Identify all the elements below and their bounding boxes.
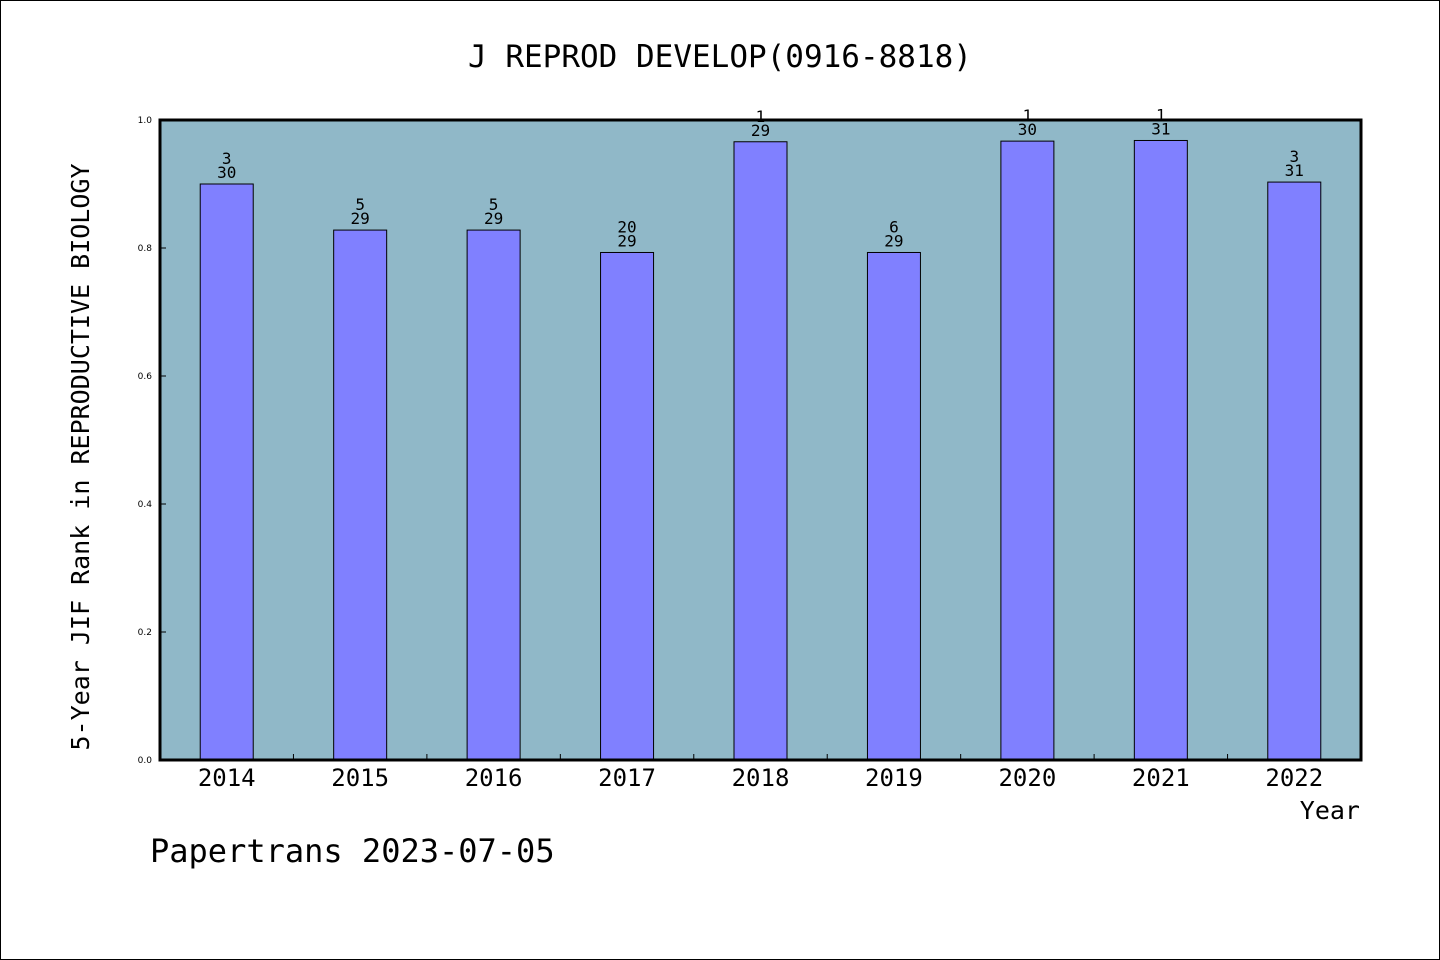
rank-label-2020: 1 (1023, 106, 1033, 125)
total-label-2017: 29 (617, 231, 636, 250)
x-tick-label-2020: 2020 (998, 764, 1056, 792)
x-tick-label-2015: 2015 (331, 764, 389, 792)
x-tick-label-2016: 2016 (465, 764, 523, 792)
total-label-2020: 30 (1018, 120, 1037, 139)
x-tick-label-2021: 2021 (1132, 764, 1190, 792)
y-tick-label: 0.0 (138, 756, 153, 766)
bar-2015 (333, 229, 388, 761)
rank-label-2015: 5 (355, 195, 365, 214)
bar-2020 (1000, 140, 1055, 761)
rank-label-2016: 5 (489, 195, 499, 214)
bar-2017 (600, 251, 655, 761)
y-tick-label: 0.4 (138, 500, 153, 510)
x-tick-label-2018: 2018 (732, 764, 790, 792)
bar-2022 (1267, 181, 1322, 761)
x-tick-label-2017: 2017 (598, 764, 656, 792)
total-label-2018: 29 (751, 121, 770, 140)
y-axis-label: 5-Year JIF Rank in REPRODUCTIVE BIOLOGY (66, 164, 95, 751)
rank-label-2019: 6 (889, 217, 899, 236)
x-tick-label-2019: 2019 (865, 764, 923, 792)
total-label-2022: 31 (1285, 161, 1304, 180)
total-label-2021: 31 (1151, 119, 1170, 138)
total-label-2019: 29 (884, 231, 903, 250)
rank-label-2018: 1 (756, 107, 766, 126)
rank-label-2021: 1 (1156, 105, 1166, 124)
x-axis-ticks: 2014 2015 2016 2017 2018 2019 2020 2021 2022 (198, 754, 1323, 792)
rank-label-2014: 3 (222, 149, 232, 168)
total-label-2016: 29 (484, 209, 503, 228)
bars-group (199, 139, 1322, 761)
bar-2016 (466, 229, 521, 761)
rank-label-2017: 20 (617, 217, 636, 236)
bar-2019 (866, 251, 921, 761)
footer-text: Papertrans 2023-07-05 (150, 832, 555, 870)
rank-label-2022: 3 (1289, 147, 1299, 166)
chart-title: J REPROD DEVELOP(0916-8818) (468, 39, 972, 75)
x-axis-label: Year (1300, 796, 1360, 825)
bar-2021 (1133, 139, 1188, 761)
x-tick-label-2014: 2014 (198, 764, 256, 792)
bar-2018 (733, 141, 788, 761)
y-tick-label: 0.6 (138, 372, 153, 382)
total-label-2014: 30 (217, 163, 236, 182)
x-tick-label-2022: 2022 (1265, 764, 1323, 792)
plot-border (158, 118, 1363, 762)
y-tick-label: 1.0 (138, 116, 153, 126)
bar-2014 (199, 183, 254, 761)
y-tick-label: 0.2 (138, 628, 152, 638)
y-axis-ticks: 0.0 0.2 0.4 0.6 0.8 1.0 (138, 116, 166, 766)
total-label-2015: 29 (351, 209, 370, 228)
y-tick-label: 0.8 (138, 244, 153, 254)
